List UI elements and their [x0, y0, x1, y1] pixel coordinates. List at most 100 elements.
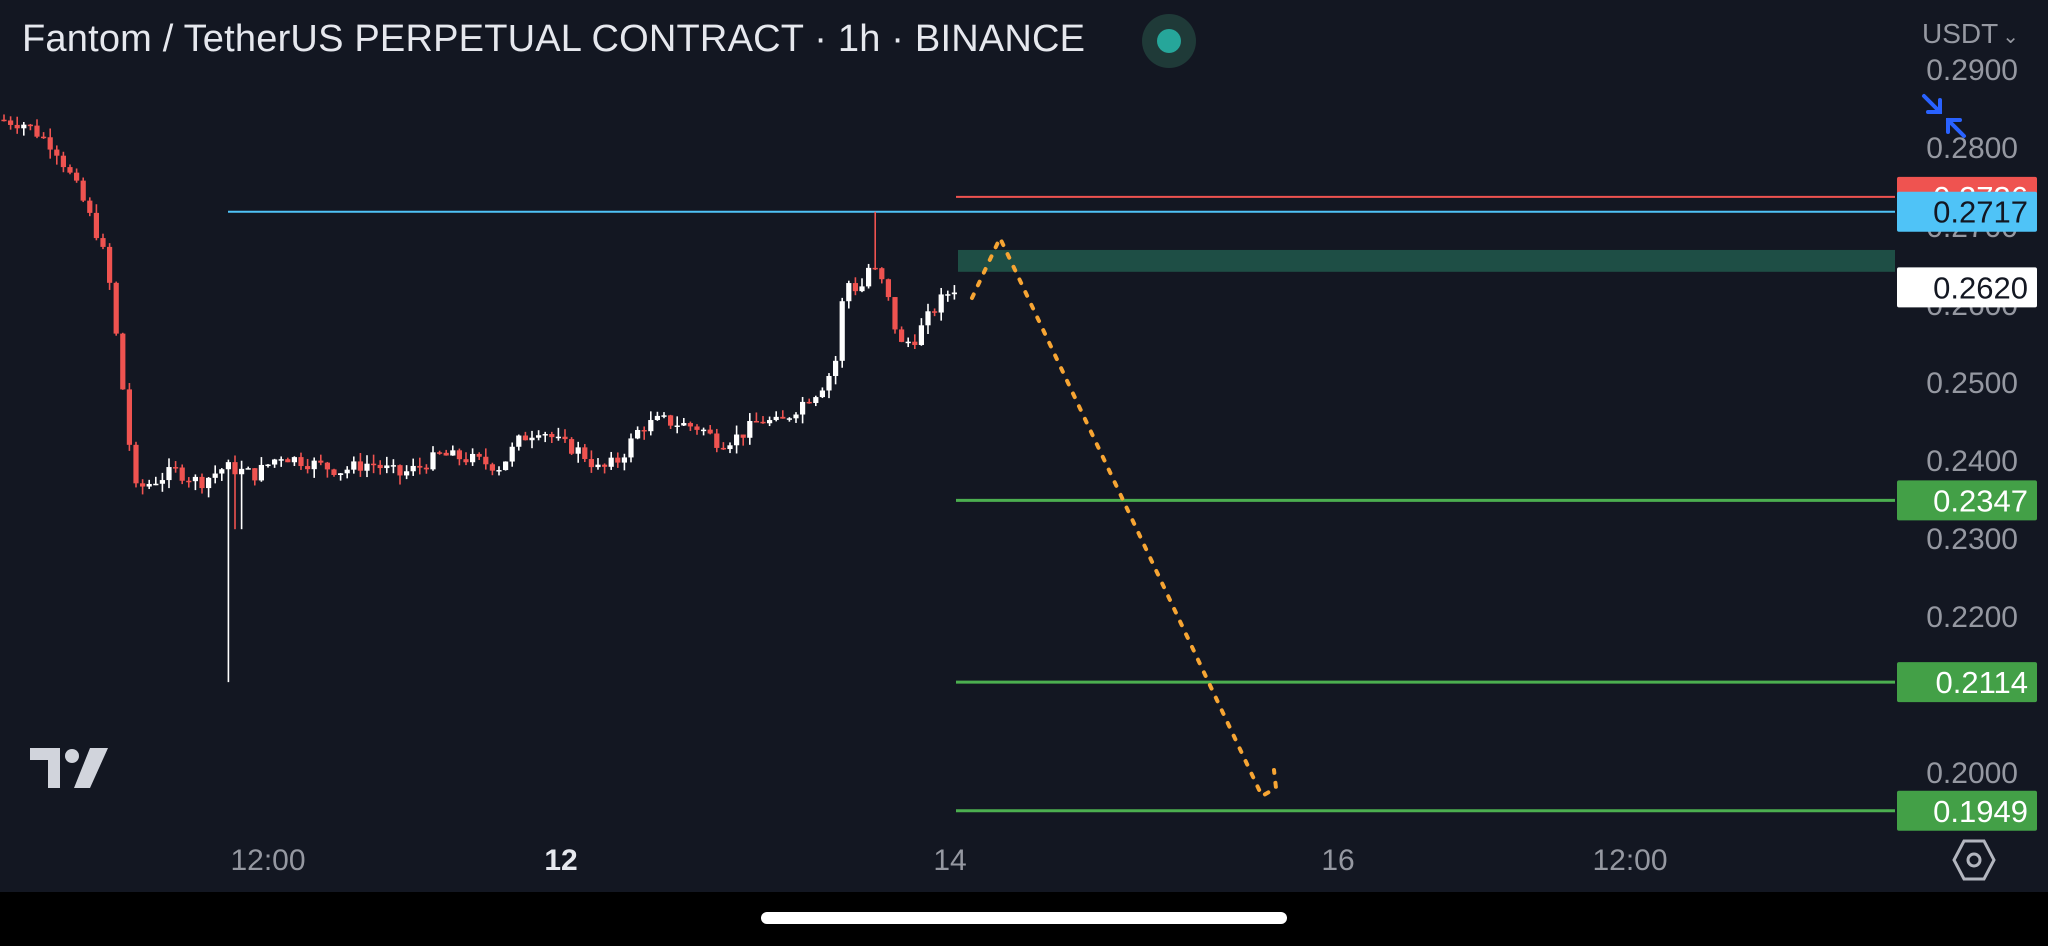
candle-body: [166, 467, 172, 481]
candle-body: [344, 469, 350, 474]
candle: [562, 429, 568, 443]
candle: [753, 412, 759, 423]
candle-body: [562, 436, 568, 440]
candle-body: [602, 464, 608, 467]
candle-body: [595, 464, 601, 468]
candle-body: [555, 436, 561, 439]
candle: [146, 479, 152, 490]
candle-body: [364, 463, 370, 471]
candle: [166, 458, 172, 489]
candle-body: [951, 292, 957, 295]
candle-body: [113, 282, 119, 334]
candle-body: [582, 447, 588, 460]
currency-selector[interactable]: USDT ⌄: [1922, 18, 2019, 50]
candle-body: [872, 267, 878, 270]
candle-body: [892, 297, 898, 330]
candle-body: [423, 467, 429, 470]
candle: [536, 430, 542, 441]
candle-body: [80, 180, 86, 201]
candle-body: [701, 429, 707, 432]
y-tick-label: 0.2900: [1926, 54, 2018, 87]
y-tick-label: 0.2300: [1926, 523, 2018, 556]
candle: [192, 474, 198, 491]
candle: [423, 464, 429, 474]
candle-body: [159, 480, 165, 484]
candle: [291, 456, 297, 467]
candle: [760, 416, 766, 424]
home-indicator[interactable]: [761, 912, 1287, 924]
candle-body: [371, 463, 377, 466]
candle: [318, 454, 324, 466]
candle: [272, 458, 278, 468]
candle: [252, 467, 258, 486]
candle-body: [120, 333, 126, 390]
candle-body: [146, 483, 152, 487]
candle: [951, 285, 957, 300]
market-status-indicator[interactable]: [1142, 14, 1196, 68]
candle-body: [34, 125, 40, 137]
candle-body: [357, 461, 363, 471]
candle-body: [47, 137, 53, 150]
candle-body: [338, 473, 344, 475]
y-tick-label: 0.2400: [1926, 445, 2018, 478]
candle-body: [272, 459, 278, 465]
candle: [569, 437, 575, 455]
candle-body: [588, 459, 594, 468]
candle: [648, 411, 654, 436]
candle-body: [885, 279, 891, 298]
candle: [925, 303, 931, 335]
collapse-icon[interactable]: [1918, 90, 1970, 142]
price-label-bg: [1897, 790, 2037, 831]
candle-body: [635, 429, 641, 439]
candle-body: [206, 477, 212, 489]
candle-body: [800, 401, 806, 415]
candle: [397, 464, 403, 485]
candle: [681, 417, 687, 426]
candle: [767, 416, 773, 427]
candle: [852, 277, 858, 296]
candle: [173, 461, 179, 473]
candle: [866, 263, 872, 289]
candle: [331, 468, 337, 477]
candle: [8, 116, 14, 130]
candle-body: [173, 467, 179, 469]
candle-body: [694, 426, 700, 430]
candle-body: [318, 460, 324, 463]
candle-body: [734, 434, 740, 446]
price-label-bg: [1897, 267, 2037, 308]
candle: [338, 473, 344, 481]
candle: [503, 461, 509, 471]
candle: [456, 448, 462, 466]
settings-icon[interactable]: [1952, 838, 1996, 882]
candle: [674, 416, 680, 434]
candle: [899, 326, 905, 343]
candle-body: [285, 459, 291, 463]
candle: [575, 441, 581, 463]
candle-body: [93, 212, 99, 239]
candle: [100, 233, 106, 250]
candle-body: [192, 476, 198, 482]
candle: [1, 114, 7, 122]
candle: [780, 410, 786, 419]
candle-body: [21, 124, 27, 129]
candle: [410, 458, 416, 476]
candle-body: [866, 267, 872, 287]
candle: [344, 466, 350, 479]
candle-body: [668, 415, 674, 426]
price-label-text: 0.1949: [1933, 794, 2028, 829]
candle: [641, 426, 647, 440]
candle-body: [252, 468, 258, 481]
candle-body: [140, 483, 146, 487]
candle-body: [839, 301, 845, 361]
horizontal-lines-layer: [228, 195, 1895, 813]
candle: [833, 355, 839, 385]
candle: [747, 413, 753, 445]
candle-body: [569, 439, 575, 454]
candle-body: [199, 476, 205, 489]
candle-body: [351, 461, 357, 470]
y-tick-label: 0.2500: [1926, 367, 2018, 400]
candle: [885, 278, 891, 301]
candle-body: [470, 453, 476, 463]
candle-body: [608, 457, 614, 467]
price-chart[interactable]: 0.29000.28000.27000.26000.25000.24000.23…: [0, 0, 2048, 892]
